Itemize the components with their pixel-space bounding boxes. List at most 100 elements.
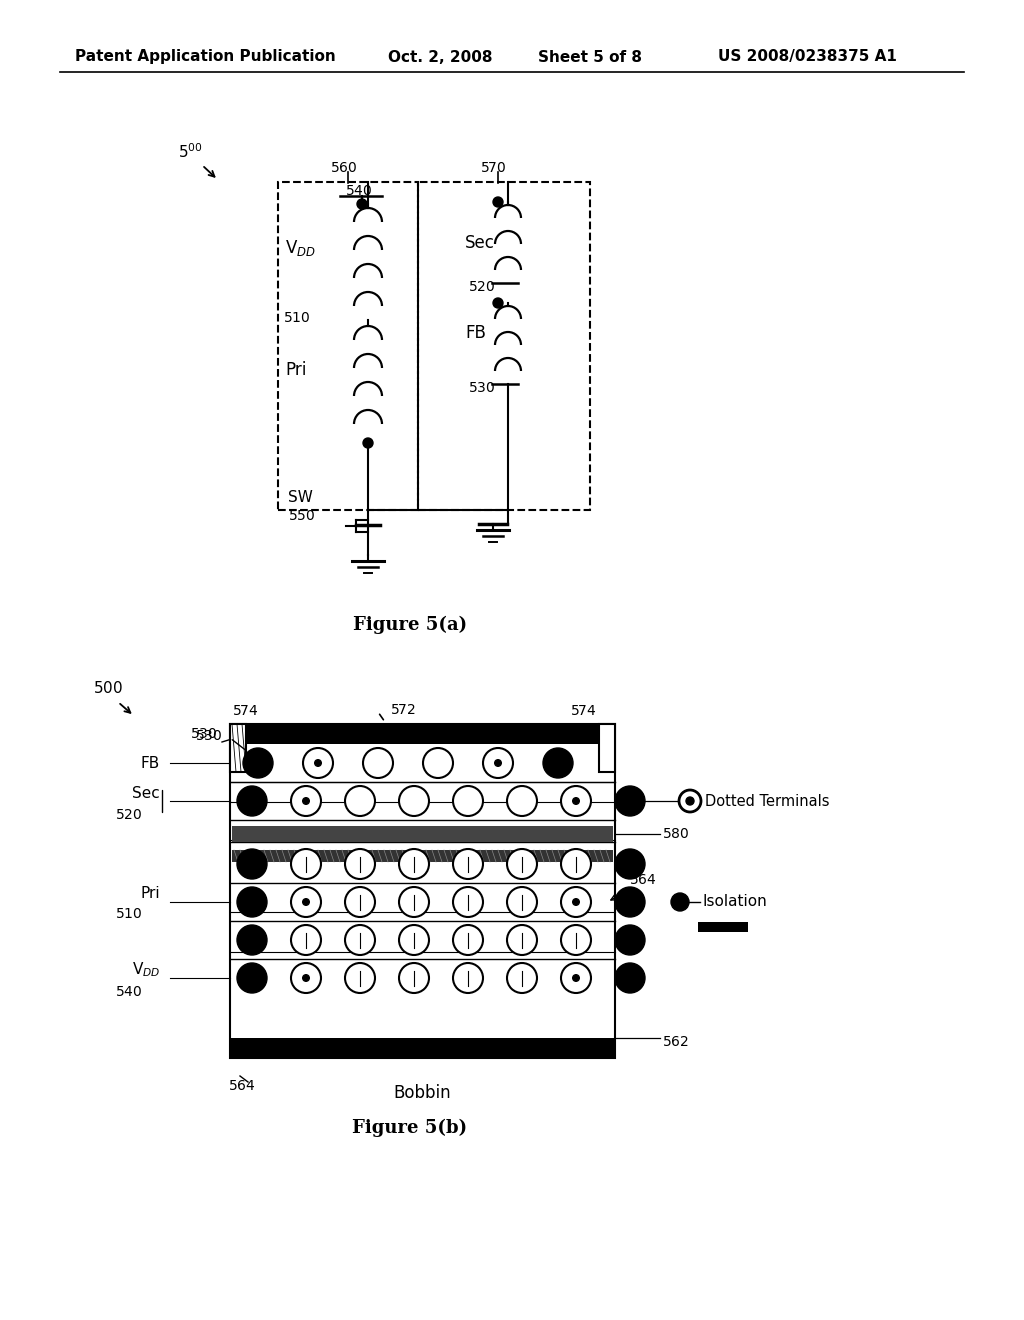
- Circle shape: [303, 797, 309, 804]
- Circle shape: [507, 925, 537, 954]
- Circle shape: [291, 925, 321, 954]
- Text: $564$: $564$: [228, 1078, 256, 1093]
- Circle shape: [686, 797, 694, 805]
- Circle shape: [345, 887, 375, 917]
- Text: Isolation: Isolation: [702, 895, 767, 909]
- Circle shape: [399, 785, 429, 816]
- Circle shape: [237, 925, 267, 954]
- Text: Figure 5(a): Figure 5(a): [353, 616, 467, 634]
- Circle shape: [291, 964, 321, 993]
- Text: Oct. 2, 2008: Oct. 2, 2008: [388, 49, 493, 65]
- Bar: [230, 723, 615, 744]
- Bar: [698, 921, 748, 932]
- Bar: [232, 850, 613, 862]
- Text: V$_{DD}$: V$_{DD}$: [131, 961, 160, 979]
- Circle shape: [357, 199, 367, 209]
- Text: Patent Application Publication: Patent Application Publication: [75, 49, 336, 65]
- Text: $530$: $530$: [468, 381, 496, 395]
- Text: $574$: $574$: [232, 704, 259, 718]
- Text: $510$: $510$: [283, 312, 310, 325]
- Circle shape: [615, 887, 645, 917]
- Text: $530$: $530$: [190, 727, 217, 741]
- Text: Sec: Sec: [132, 785, 160, 800]
- Text: $564$: $564$: [629, 873, 656, 887]
- Circle shape: [671, 894, 689, 911]
- Text: Pri: Pri: [285, 360, 306, 379]
- Bar: [599, 723, 615, 772]
- Text: $5^{00}$: $5^{00}$: [178, 143, 203, 161]
- Circle shape: [507, 849, 537, 879]
- Circle shape: [495, 760, 502, 767]
- Circle shape: [453, 785, 483, 816]
- Text: $580$: $580$: [662, 828, 689, 841]
- Text: US 2008/0238375 A1: US 2008/0238375 A1: [718, 49, 897, 65]
- Circle shape: [303, 899, 309, 906]
- Circle shape: [615, 785, 645, 816]
- Circle shape: [507, 785, 537, 816]
- Text: $572$: $572$: [390, 704, 416, 717]
- Circle shape: [345, 925, 375, 954]
- Bar: [232, 826, 613, 842]
- Circle shape: [507, 887, 537, 917]
- Circle shape: [345, 785, 375, 816]
- Bar: [418, 182, 590, 510]
- Circle shape: [453, 849, 483, 879]
- Circle shape: [291, 785, 321, 816]
- Circle shape: [561, 785, 591, 816]
- Text: $530$: $530$: [195, 729, 222, 743]
- Circle shape: [314, 760, 322, 767]
- Circle shape: [362, 748, 393, 777]
- Text: Sec: Sec: [465, 234, 495, 252]
- Text: $500$: $500$: [93, 680, 123, 696]
- Circle shape: [493, 197, 503, 207]
- Bar: [230, 1038, 615, 1059]
- Text: $550$: $550$: [288, 510, 315, 523]
- Circle shape: [237, 785, 267, 816]
- Text: $562$: $562$: [662, 1035, 689, 1049]
- Text: $540$: $540$: [345, 183, 373, 198]
- Bar: [278, 182, 418, 510]
- Circle shape: [345, 849, 375, 879]
- Text: FB: FB: [465, 323, 485, 342]
- Circle shape: [561, 887, 591, 917]
- Circle shape: [291, 887, 321, 917]
- Circle shape: [543, 748, 573, 777]
- Text: $574$: $574$: [570, 704, 597, 718]
- Circle shape: [615, 964, 645, 993]
- Text: Bobbin: Bobbin: [393, 1084, 451, 1102]
- Text: SW: SW: [288, 491, 313, 506]
- Circle shape: [572, 899, 580, 906]
- Text: $510$: $510$: [115, 907, 142, 921]
- Circle shape: [399, 887, 429, 917]
- Bar: [230, 723, 246, 772]
- Text: $570$: $570$: [480, 161, 507, 176]
- Text: $540$: $540$: [115, 985, 142, 999]
- Text: Dotted Terminals: Dotted Terminals: [705, 793, 829, 808]
- Circle shape: [237, 849, 267, 879]
- Circle shape: [453, 964, 483, 993]
- Circle shape: [615, 925, 645, 954]
- Text: Figure 5(b): Figure 5(b): [352, 1119, 468, 1137]
- Circle shape: [561, 925, 591, 954]
- Circle shape: [572, 974, 580, 981]
- Circle shape: [453, 887, 483, 917]
- Circle shape: [399, 925, 429, 954]
- Circle shape: [291, 849, 321, 879]
- Circle shape: [243, 748, 273, 777]
- Text: FB: FB: [140, 755, 160, 771]
- Circle shape: [561, 849, 591, 879]
- Text: Pri: Pri: [140, 887, 160, 902]
- Circle shape: [399, 849, 429, 879]
- Circle shape: [561, 964, 591, 993]
- Circle shape: [237, 887, 267, 917]
- Circle shape: [303, 748, 333, 777]
- Circle shape: [303, 974, 309, 981]
- Circle shape: [615, 849, 645, 879]
- Circle shape: [453, 925, 483, 954]
- Text: $520$: $520$: [115, 808, 142, 822]
- Text: $520$: $520$: [468, 280, 496, 294]
- Circle shape: [423, 748, 453, 777]
- Circle shape: [507, 964, 537, 993]
- Circle shape: [399, 964, 429, 993]
- Text: V$_{DD}$: V$_{DD}$: [285, 238, 315, 257]
